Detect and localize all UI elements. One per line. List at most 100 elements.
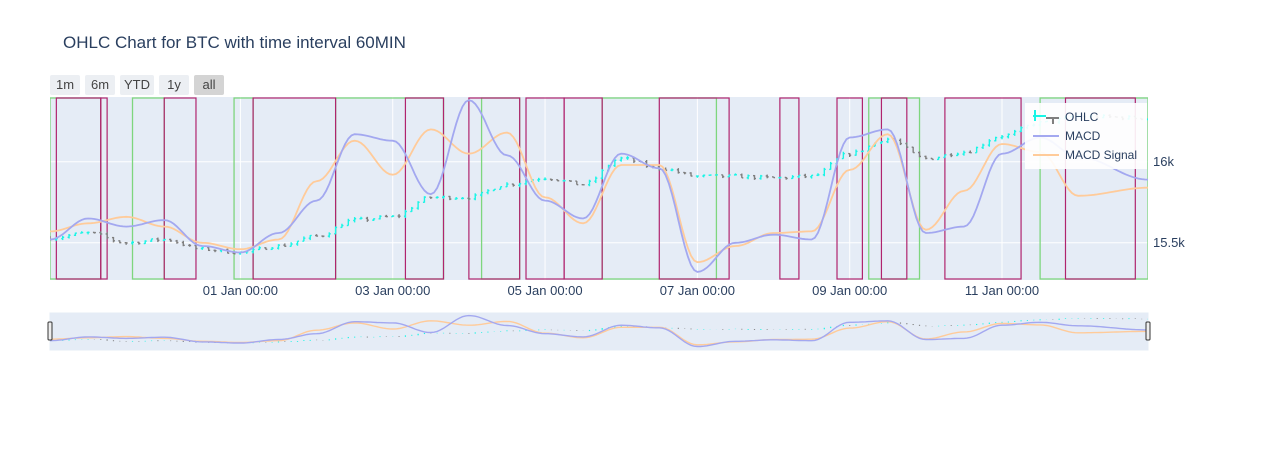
sell-region — [880, 97, 908, 280]
ohlc-bar — [257, 246, 261, 251]
ohlc-bar — [270, 247, 274, 251]
ohlc-bar — [1006, 133, 1010, 139]
ohlc-bar — [803, 173, 807, 179]
ohlc-bar — [613, 159, 617, 167]
ohlc-bar — [403, 209, 407, 218]
ohlc-bar — [143, 240, 147, 245]
ohlc-bar — [467, 196, 471, 201]
ohlc-bar — [416, 201, 420, 210]
ohlc-bar — [264, 247, 268, 251]
ohlc-bar — [302, 236, 306, 242]
ohlc-bar — [340, 223, 344, 229]
x-tick-label: 01 Jan 00:00 — [203, 283, 278, 298]
ohlc-bar — [137, 241, 141, 245]
ohlc-bar — [778, 176, 782, 179]
macd-line — [50, 99, 1148, 273]
ohlc-bar — [600, 169, 604, 180]
ohlc-bar — [829, 161, 833, 171]
range-button-1m[interactable]: 1m — [50, 75, 80, 95]
rangeslider-left-handle[interactable] — [47, 321, 53, 341]
legend: OHLC MACD MACD Signal — [1025, 103, 1147, 169]
range-button-1y[interactable]: 1y — [159, 75, 189, 95]
ohlc-bar — [99, 231, 103, 236]
ohlc-bar — [752, 174, 756, 180]
ohlc-bar — [499, 186, 503, 191]
chart-title: OHLC Chart for BTC with time interval 60… — [63, 33, 406, 52]
ohlc-bar — [289, 242, 293, 247]
ohlc-bar — [296, 240, 300, 246]
ohlc-bar — [1000, 135, 1004, 140]
ohlc-bar — [994, 136, 998, 142]
ohlc-bar — [308, 234, 312, 241]
ohlc-bar — [80, 231, 84, 234]
range-button-all[interactable]: all — [194, 75, 224, 95]
ohlc-bar — [822, 167, 826, 177]
ohlc-bar — [505, 182, 509, 188]
ohlc-bar — [61, 235, 65, 241]
ohlc-bar — [968, 150, 972, 154]
ohlc-bar — [943, 154, 947, 159]
ohlc-bar — [683, 171, 687, 175]
sell-region — [163, 97, 197, 280]
x-tick-label: 03 Jan 00:00 — [355, 283, 430, 298]
ohlc-bar — [937, 156, 941, 161]
macd-signal-line — [50, 128, 1148, 264]
ohlc-bar — [911, 146, 915, 154]
y-tick-label: 15.5k — [1153, 235, 1185, 250]
ohlc-bar — [448, 195, 452, 201]
ohlc-bar — [429, 196, 433, 199]
ohlc-bar — [384, 214, 388, 218]
ohlc-bar — [975, 146, 979, 154]
ohlc-bar — [784, 176, 788, 180]
ohlc-bar — [562, 179, 566, 182]
ohlc-bar — [353, 217, 357, 223]
ohlc-bar — [511, 183, 515, 187]
ohlc-bar — [378, 215, 382, 220]
rangeslider-right-handle[interactable] — [1145, 321, 1151, 341]
ohlc-bar — [797, 174, 801, 179]
sell-region — [100, 97, 108, 280]
ohlc-bar — [124, 241, 128, 245]
legend-item-macd-signal: MACD Signal — [1033, 148, 1137, 162]
ohlc-bar — [150, 238, 154, 242]
ohlc-bar — [879, 141, 883, 145]
ohlc-bar — [949, 153, 953, 158]
x-tick-label: 07 Jan 00:00 — [660, 283, 735, 298]
ohlc-bar — [372, 218, 376, 221]
ohlc-bar — [848, 152, 852, 158]
ohlc-bar — [454, 197, 458, 200]
ohlc-bar — [702, 174, 706, 178]
range-button-ytd[interactable]: YTD — [120, 75, 154, 95]
ohlc-bar — [537, 177, 541, 182]
range-button-6m[interactable]: 6m — [85, 75, 115, 95]
ohlc-bar — [67, 233, 71, 239]
ohlc-bar — [956, 152, 960, 157]
ohlc-bar — [689, 172, 693, 177]
ohlc-bar — [556, 179, 560, 182]
ohlc-bar — [73, 232, 77, 237]
ohlc-bar — [175, 239, 179, 244]
ohlc-bar — [169, 238, 173, 242]
ohlc-bar — [397, 214, 401, 219]
ohlc-bar — [791, 175, 795, 180]
x-tick-label: 11 Jan 00:00 — [965, 283, 1039, 298]
ohlc-bar — [422, 196, 426, 203]
ohlc-bar — [334, 226, 338, 235]
ohlc-bar — [905, 142, 909, 149]
ohlc-bar — [194, 244, 198, 250]
ohlc-bar — [759, 174, 763, 180]
ohlc-bar — [276, 244, 280, 250]
ohlc-bar — [765, 174, 769, 179]
ohlc-bar — [111, 236, 115, 243]
sell-region — [404, 97, 445, 280]
ohlc-bar — [733, 173, 737, 176]
ohlc-bar — [188, 244, 192, 247]
ohlc-bar — [810, 174, 814, 179]
legend-label-ohlc: OHLC — [1065, 110, 1099, 124]
ohlc-bar — [346, 218, 350, 227]
sell-region — [944, 97, 1022, 280]
ohlc-bar — [746, 174, 750, 180]
ohlc-series — [50, 114, 1148, 255]
ohlc-bar — [772, 176, 776, 179]
